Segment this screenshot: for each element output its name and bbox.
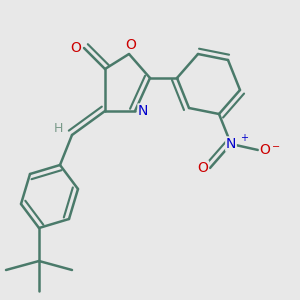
Text: O: O — [125, 38, 136, 52]
Text: N: N — [138, 104, 148, 118]
Text: H: H — [54, 122, 63, 136]
Text: N: N — [226, 137, 236, 151]
Text: O: O — [198, 161, 208, 175]
Text: −: − — [272, 142, 280, 152]
Text: +: + — [241, 133, 248, 143]
Text: O: O — [260, 143, 270, 157]
Text: O: O — [70, 41, 81, 55]
